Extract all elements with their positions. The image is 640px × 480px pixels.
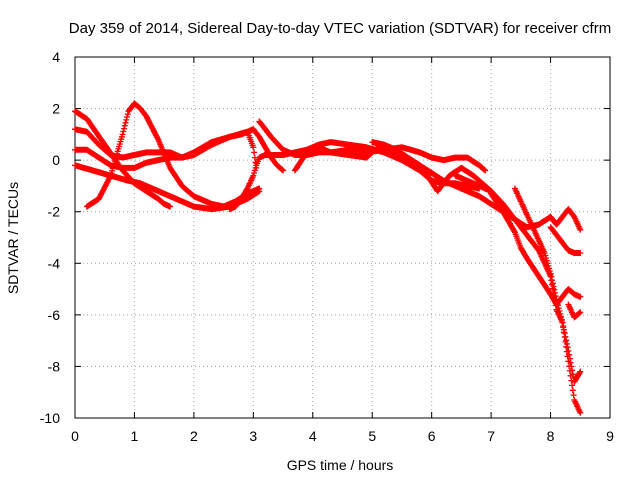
x-tick-label: 3 xyxy=(249,428,257,444)
x-tick-label: 0 xyxy=(71,428,79,444)
x-tick-label: 8 xyxy=(547,428,555,444)
chart-title: Day 359 of 2014, Sidereal Day-to-day VTE… xyxy=(69,20,611,37)
plot-frame xyxy=(74,56,611,419)
grid xyxy=(75,57,610,418)
series-track-11 xyxy=(488,190,584,308)
x-tick-label: 5 xyxy=(368,428,376,444)
marker-trail xyxy=(72,108,174,210)
y-tick-label: -10 xyxy=(40,410,60,426)
y-tick-label: 2 xyxy=(52,101,60,117)
y-axis-label: SDTVAR / TECUs xyxy=(5,182,21,294)
series-track-5 xyxy=(72,126,260,171)
x-tick-label: 9 xyxy=(606,428,614,444)
marker-trail xyxy=(291,144,495,195)
y-tick-label: -4 xyxy=(48,255,61,271)
y-tick-label: -8 xyxy=(48,358,61,374)
y-tick-label: 4 xyxy=(52,49,60,65)
series-track-8 xyxy=(291,144,495,195)
x-tick-label: 7 xyxy=(487,428,495,444)
marker-trail xyxy=(72,126,260,171)
data-points xyxy=(72,100,584,416)
x-tick-label: 6 xyxy=(428,428,436,444)
marker-trail xyxy=(565,301,584,321)
axes: 0 1 2 3 4 5 6 7 8 9 4 2 0 -2 -4 -6 -8 -10 xyxy=(40,49,614,444)
marker-trail xyxy=(547,224,584,256)
series-track-14 xyxy=(565,301,584,321)
x-tick-label: 1 xyxy=(131,428,139,444)
x-axis-label: GPS time / hours xyxy=(287,457,394,473)
x-tick-label: 2 xyxy=(190,428,198,444)
series-track-12 xyxy=(511,185,584,385)
y-tick-label: 0 xyxy=(52,152,60,168)
marker-trail xyxy=(488,190,584,308)
y-tick-label: -2 xyxy=(48,204,61,220)
series-track-1 xyxy=(72,108,174,210)
x-tick-label: 4 xyxy=(309,428,317,444)
marker-trail xyxy=(511,185,584,385)
series-track-13 xyxy=(547,224,584,256)
y-tick-label: -6 xyxy=(48,307,61,323)
